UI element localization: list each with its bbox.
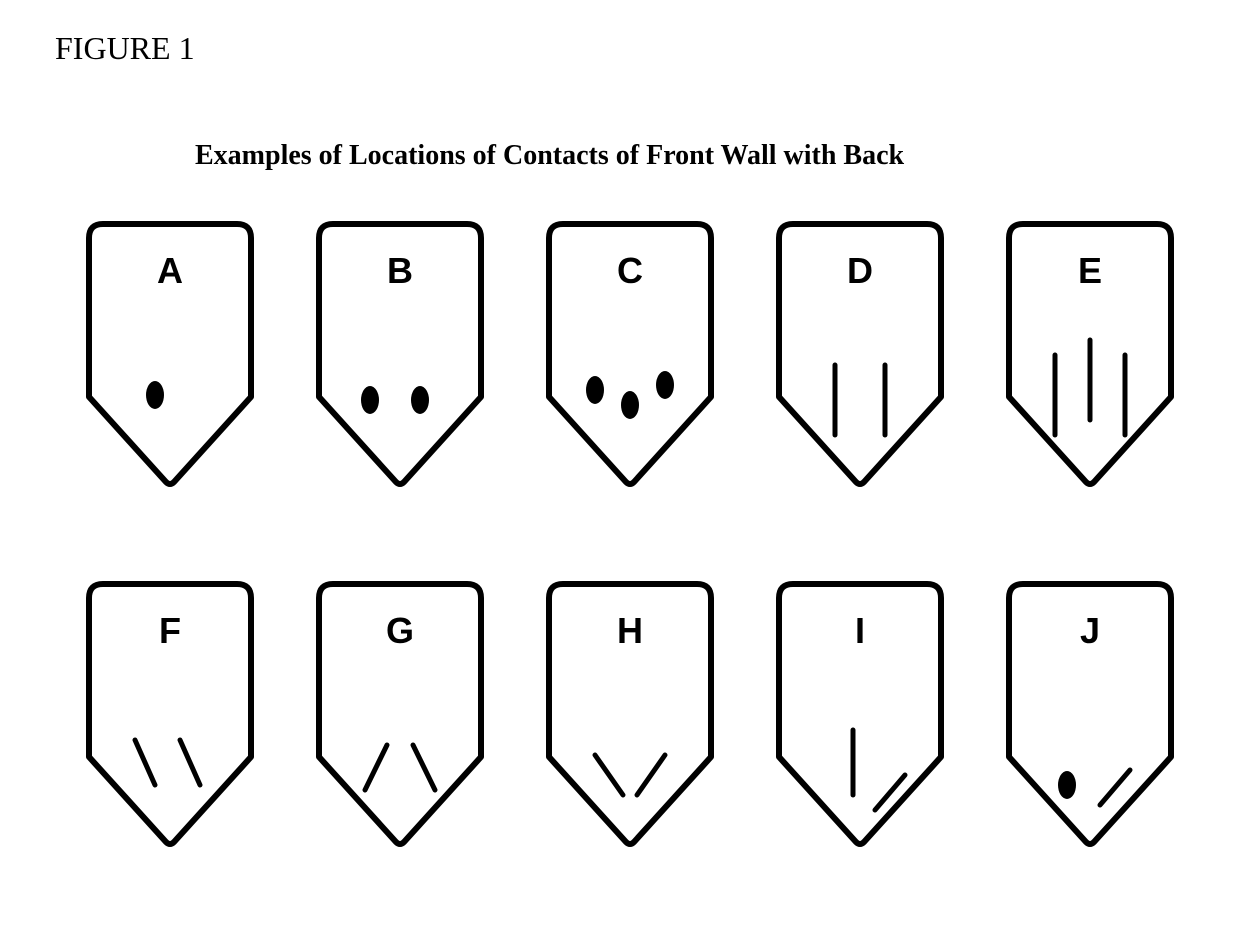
figure-label: FIGURE 1	[55, 30, 195, 67]
panels-grid: A B C D E F G H I J	[85, 220, 1175, 850]
contact-dot	[621, 391, 639, 419]
panel-a: A	[85, 220, 255, 490]
contact-line	[1100, 770, 1130, 805]
panel-letter: I	[855, 610, 865, 652]
panel-i: I	[775, 580, 945, 850]
contact-line	[595, 755, 623, 795]
contact-dot	[411, 386, 429, 414]
panel-h: H	[545, 580, 715, 850]
panel-g: G	[315, 580, 485, 850]
panel-letter: E	[1078, 250, 1102, 292]
contact-line	[637, 755, 665, 795]
panel-e: E	[1005, 220, 1175, 490]
contact-line	[135, 740, 155, 785]
panel-letter: F	[159, 610, 181, 652]
panel-j: J	[1005, 580, 1175, 850]
panel-letter: H	[617, 610, 643, 652]
panel-c: C	[545, 220, 715, 490]
contact-dot	[361, 386, 379, 414]
panel-letter: D	[847, 250, 873, 292]
contact-line	[180, 740, 200, 785]
diagram-title: Examples of Locations of Contacts of Fro…	[195, 140, 904, 172]
contact-line	[365, 745, 387, 790]
contact-dot	[656, 371, 674, 399]
panel-letter: G	[386, 610, 414, 652]
panel-d: D	[775, 220, 945, 490]
panel-b: B	[315, 220, 485, 490]
contact-dot	[586, 376, 604, 404]
panel-letter: B	[387, 250, 413, 292]
panel-letter: C	[617, 250, 643, 292]
contact-dot	[1058, 771, 1076, 799]
panel-letter: J	[1080, 610, 1100, 652]
panel-f: F	[85, 580, 255, 850]
contact-line	[413, 745, 435, 790]
contact-dot	[146, 381, 164, 409]
panel-letter: A	[157, 250, 183, 292]
